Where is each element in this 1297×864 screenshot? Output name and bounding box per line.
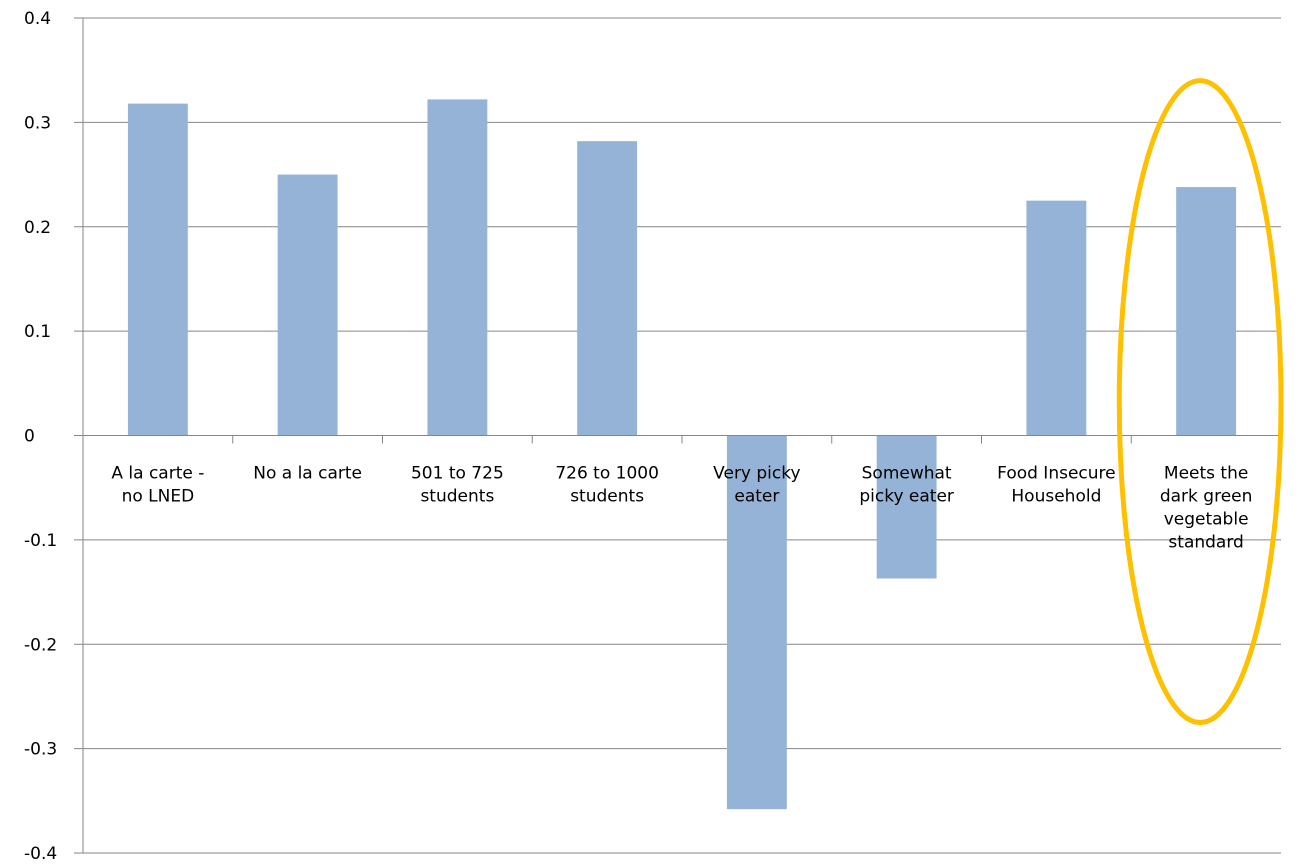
- bar: [427, 99, 488, 436]
- y-tick-labels: 0.4 0.3 0.2 0.1 0 -0.1 -0.2 -0.3 -0.4: [24, 9, 57, 864]
- y-tick-label: -0.4: [24, 844, 57, 864]
- bars: [127, 99, 1237, 810]
- bar: [127, 103, 188, 436]
- category-label: Somewhat picky eater: [859, 464, 954, 507]
- category-label: Very picky eater: [713, 464, 800, 507]
- y-tick-label: -0.3: [24, 740, 57, 760]
- axes: [82, 18, 1282, 853]
- y-tick-label: 0.2: [24, 218, 51, 238]
- y-tick-label: 0.3: [24, 113, 51, 133]
- category-label: A la carte -no LNED: [111, 464, 204, 507]
- highlight-ellipse: [1116, 78, 1284, 726]
- bar: [726, 435, 787, 810]
- category-label: 726 to 1000 students: [555, 464, 659, 507]
- bar: [277, 174, 338, 436]
- y-tick-label: -0.1: [24, 531, 57, 551]
- category-label: Food Insecure Household: [997, 464, 1115, 507]
- category-labels: A la carte -no LNED No a la carte 501 to 7…: [111, 464, 1252, 553]
- category-label: 501 to 725 students: [411, 464, 504, 507]
- y-tick-label: 0.4: [24, 9, 51, 29]
- bar: [1026, 200, 1087, 436]
- bar: [577, 141, 638, 436]
- y-tick-label: -0.2: [24, 635, 57, 655]
- bar: [876, 435, 937, 579]
- category-label: Meets the dark green vegetable standard: [1160, 464, 1253, 553]
- y-tick-label: 0: [24, 427, 35, 447]
- category-label: No a la carte: [253, 464, 362, 484]
- y-tick-label: 0.1: [24, 322, 51, 342]
- bar: [1176, 187, 1237, 436]
- highlight-ellipse-mark: [1116, 78, 1284, 726]
